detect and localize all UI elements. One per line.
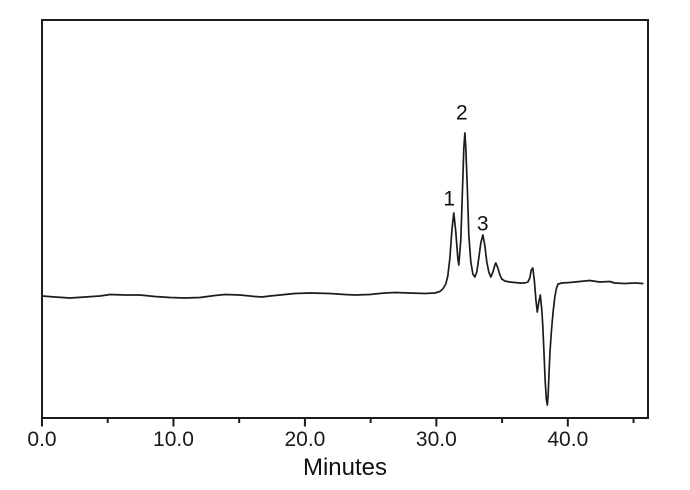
- x-tick-label: 10.0: [153, 428, 194, 451]
- x-tick-label: 30.0: [415, 428, 457, 451]
- signal-trace: [41, 132, 644, 406]
- peak-label-3: 3: [476, 212, 489, 236]
- x-tick-label: 0.0: [27, 428, 57, 451]
- x-tick-label: 40.0: [547, 428, 589, 451]
- x-tick-label: 20.0: [284, 428, 326, 451]
- x-axis-title: Minutes: [302, 454, 388, 481]
- plot-frame: [41, 19, 649, 419]
- peak-label-2: 2: [456, 101, 468, 125]
- peak-label-1: 1: [443, 187, 456, 211]
